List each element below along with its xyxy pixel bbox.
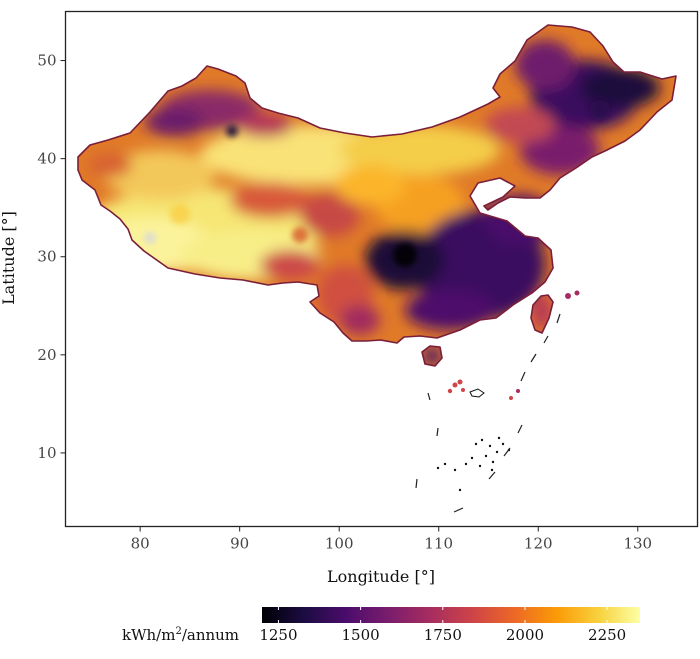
y-axis: 10 20 30 40 50 bbox=[37, 52, 66, 462]
y-tick-label: 20 bbox=[37, 346, 56, 364]
colorbar-bar bbox=[262, 607, 640, 623]
colorbar-tick-label: 1250 bbox=[259, 626, 297, 644]
colorbar-tick-label: 2250 bbox=[588, 626, 626, 644]
x-tick-label: 110 bbox=[424, 535, 453, 553]
x-tick-label: 130 bbox=[623, 535, 652, 553]
colorbar-tick-label: 1500 bbox=[342, 626, 380, 644]
x-tick-label: 80 bbox=[131, 535, 150, 553]
y-tick-label: 40 bbox=[37, 150, 56, 168]
colorbar-tick-label: 1750 bbox=[424, 626, 462, 644]
x-axis-title: Longitude [°] bbox=[327, 567, 435, 586]
y-tick-label: 10 bbox=[37, 444, 56, 462]
colorbar: 1250 1500 1750 2000 2250 kWh/m2/annum bbox=[122, 607, 640, 644]
colorbar-unit-label: kWh/m2/annum bbox=[122, 626, 239, 644]
x-tick-label: 90 bbox=[230, 535, 249, 553]
y-tick-label: 50 bbox=[37, 52, 56, 70]
x-tick-label: 120 bbox=[524, 535, 553, 553]
x-tick-label: 100 bbox=[325, 535, 354, 553]
islands bbox=[436, 290, 580, 492]
y-axis-title: Latitude [°] bbox=[0, 211, 18, 305]
colorbar-tick-label: 2000 bbox=[506, 626, 544, 644]
dashed-boundary bbox=[415, 313, 561, 513]
y-tick-label: 30 bbox=[37, 248, 56, 266]
x-axis: 80 90 100 110 120 130 bbox=[131, 526, 652, 553]
country-outline bbox=[77, 24, 677, 367]
colorbar-ticks: 1250 1500 1750 2000 2250 bbox=[259, 607, 626, 644]
